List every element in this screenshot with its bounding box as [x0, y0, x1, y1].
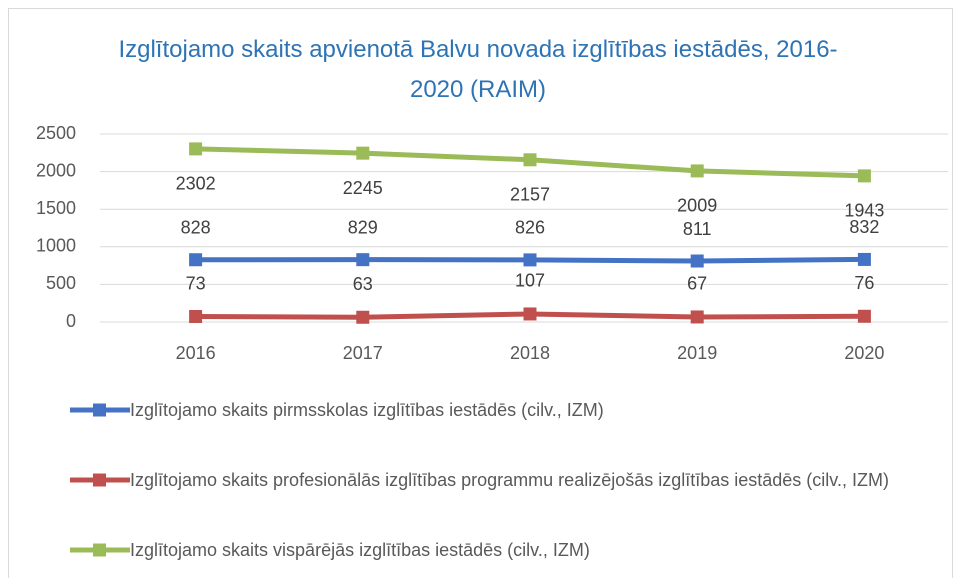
data-point [857, 309, 871, 323]
legend-square [93, 403, 106, 417]
data-point [690, 310, 704, 324]
data-point [356, 253, 370, 267]
y-tick-label: 2500 [36, 123, 76, 143]
data-label: 107 [515, 271, 545, 291]
y-tick-label: 1500 [36, 198, 76, 218]
data-label: 1943 [844, 201, 884, 221]
y-tick-label: 1000 [36, 236, 76, 256]
data-label: 2157 [510, 185, 550, 205]
data-point [523, 307, 537, 321]
legend-square [93, 543, 106, 557]
data-point [356, 310, 370, 324]
data-label: 811 [683, 219, 712, 239]
data-label: 2245 [343, 178, 383, 198]
data-point [356, 146, 370, 160]
data-label: 2009 [677, 196, 717, 216]
data-point [523, 253, 537, 267]
data-point [189, 253, 203, 267]
data-point [690, 254, 704, 268]
legend-label: Izglītojamo skaits vispārējās izglītības… [130, 540, 590, 560]
y-tick-label: 2000 [36, 160, 76, 180]
data-label: 828 [181, 217, 211, 237]
data-point [189, 310, 203, 324]
y-tick-label: 0 [66, 311, 76, 331]
legend-label: Izglītojamo skaits pirmsskolas izglītība… [130, 400, 604, 420]
data-point [189, 142, 203, 156]
data-label: 67 [687, 274, 707, 294]
data-point [857, 169, 871, 183]
legend-item: Izglītojamo skaits vispārējās izglītības… [70, 535, 930, 565]
legend-marker [70, 543, 130, 557]
legend-item: Izglītojamo skaits profesionālās izglītī… [70, 465, 930, 495]
data-label: 76 [854, 273, 874, 293]
data-label: 832 [849, 217, 879, 237]
x-tick-label: 2016 [176, 343, 216, 363]
data-point [523, 153, 537, 167]
x-tick-label: 2018 [510, 343, 550, 363]
legend-marker [70, 403, 130, 417]
legend-label: Izglītojamo skaits profesionālās izglītī… [130, 470, 889, 490]
data-label: 2302 [176, 174, 216, 194]
legend-item: Izglītojamo skaits pirmsskolas izglītība… [70, 395, 930, 425]
data-label: 63 [353, 274, 373, 294]
legend-marker [70, 473, 130, 487]
data-point [690, 164, 704, 178]
data-label: 826 [515, 218, 545, 238]
chart-title: Izglītojamo skaits apvienotā Balvu novad… [118, 36, 838, 103]
legend-square [93, 473, 106, 487]
y-tick-label: 500 [46, 273, 76, 293]
chart-frame [8, 8, 953, 578]
data-label: 73 [186, 273, 206, 293]
data-point [857, 252, 871, 266]
data-label: 829 [348, 217, 378, 237]
x-tick-label: 2017 [343, 343, 383, 363]
x-tick-label: 2019 [677, 343, 717, 363]
x-tick-label: 2020 [844, 343, 884, 363]
